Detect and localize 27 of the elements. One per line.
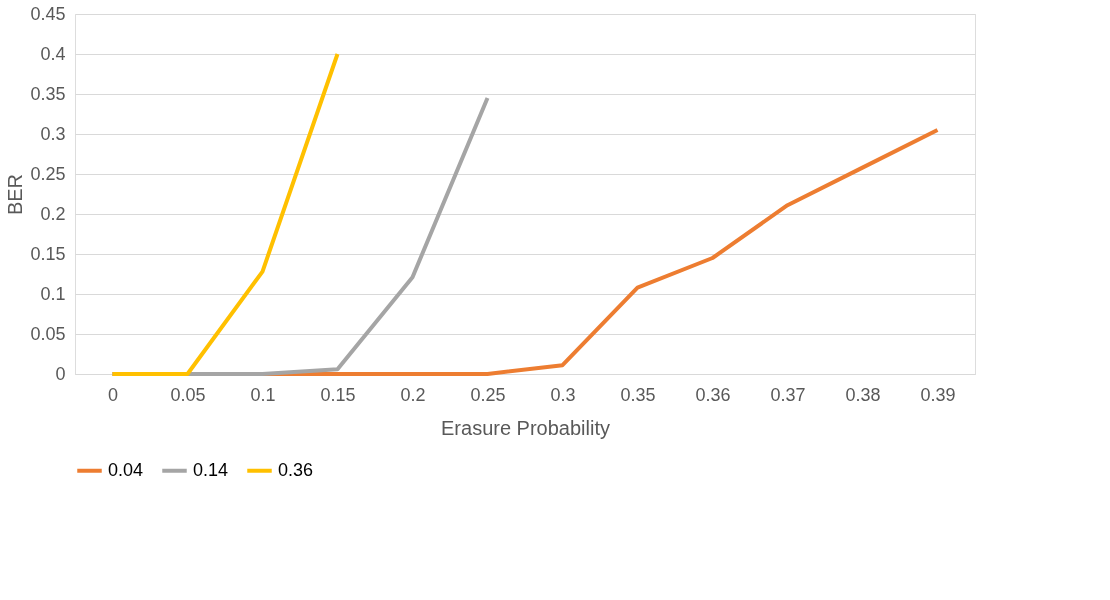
x-tick-label: 0.38 — [845, 384, 881, 405]
y-tick-label: 0.25 — [30, 163, 66, 184]
y-tick-label: 0.3 — [40, 123, 66, 144]
legend-label: 0.04 — [108, 459, 144, 480]
y-tick-label: 0.1 — [40, 283, 66, 304]
y-tick-label: 0.05 — [30, 323, 66, 344]
x-axis-title: Erasure Probability — [441, 416, 610, 439]
x-tick-label: 0 — [107, 384, 119, 405]
x-tick-label: 0.37 — [770, 384, 806, 405]
y-tick-label: 0 — [55, 363, 66, 384]
y-axis-title: BER — [4, 173, 27, 216]
legend-label: 0.36 — [278, 459, 314, 480]
y-tick-label: 0.2 — [40, 203, 66, 224]
y-tick-label: 0.45 — [30, 3, 66, 24]
x-tick-label: 0.39 — [920, 384, 956, 405]
x-tick-label: 0.05 — [170, 384, 206, 405]
x-tick-label: 0.15 — [320, 384, 356, 405]
y-tick-label: 0.15 — [30, 243, 66, 264]
x-tick-label: 0.35 — [620, 384, 656, 405]
y-tick-label: 0.4 — [40, 43, 66, 64]
x-tick-label: 0.2 — [400, 384, 426, 405]
x-tick-label: 0.36 — [695, 384, 731, 405]
x-tick-label: 0.25 — [470, 384, 506, 405]
x-tick-label: 0.1 — [250, 384, 276, 405]
legend-label: 0.14 — [193, 459, 229, 480]
y-tick-label: 0.35 — [30, 83, 66, 104]
x-tick-label: 0.3 — [550, 384, 576, 405]
